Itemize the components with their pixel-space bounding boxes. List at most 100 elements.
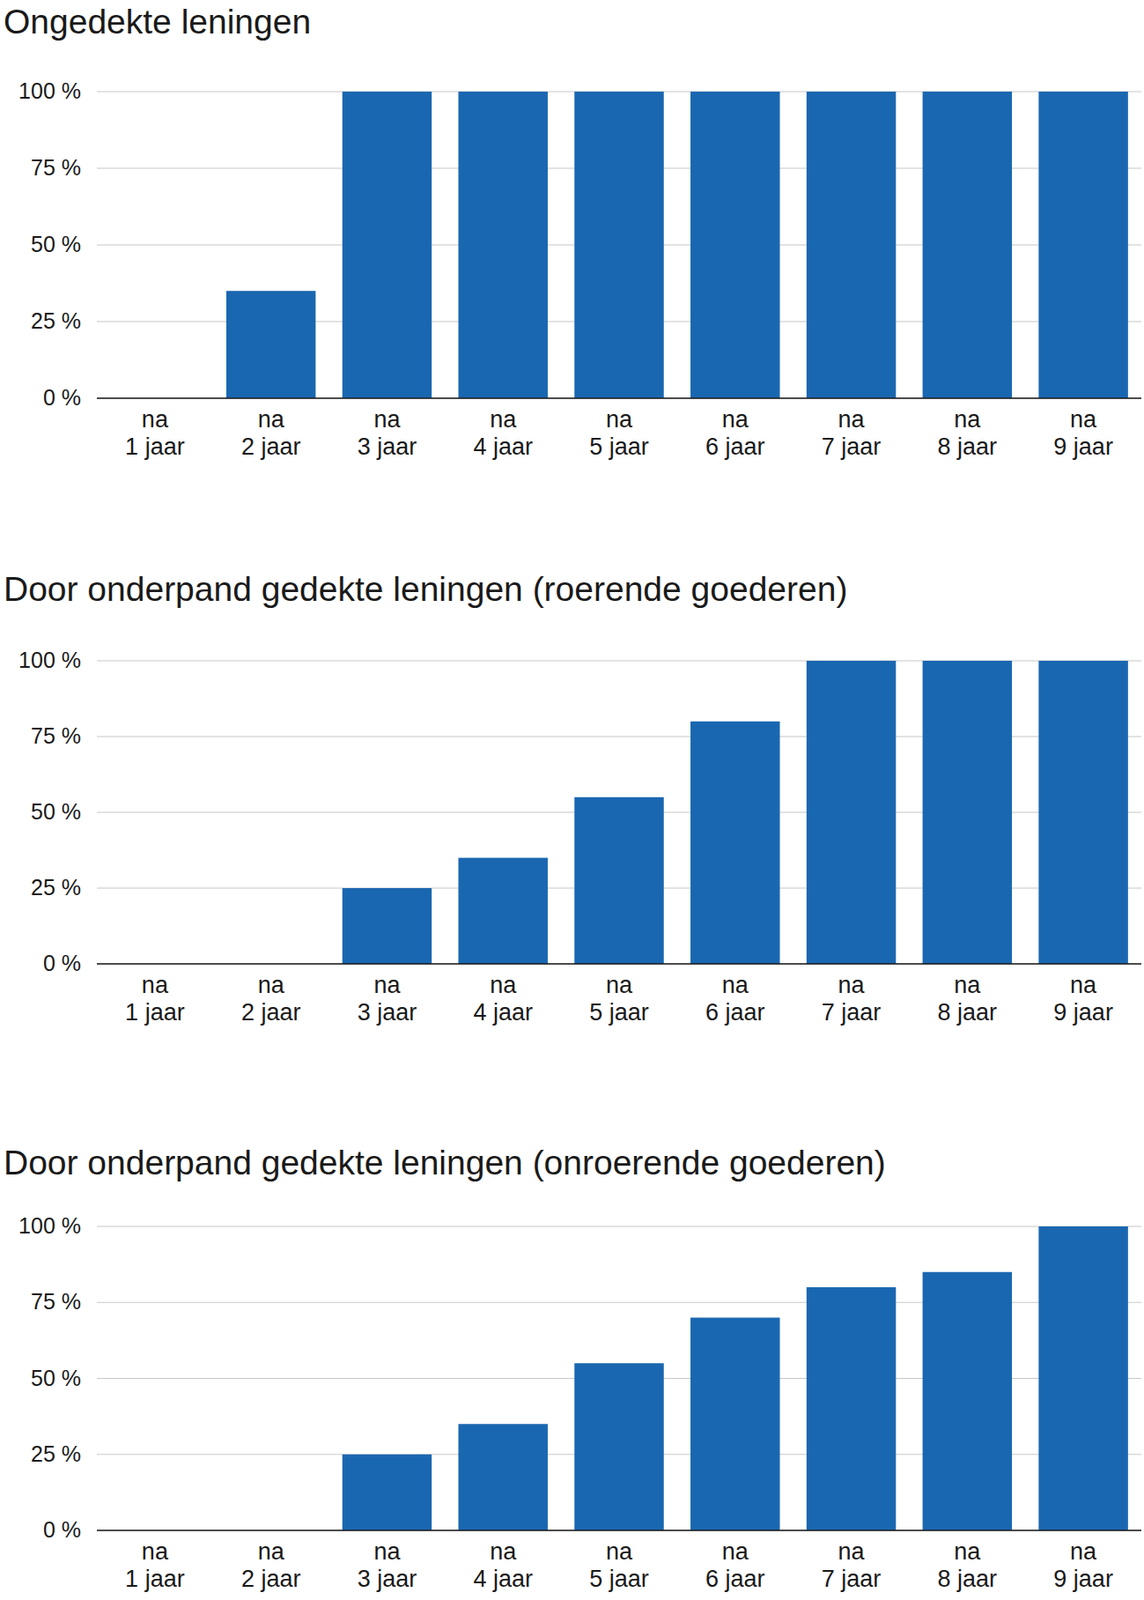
tick-label: 0 % xyxy=(43,950,82,975)
bar xyxy=(806,660,896,964)
category-label-line: na xyxy=(722,405,750,433)
bars xyxy=(342,1225,1129,1530)
category-label: na7 jaar xyxy=(821,1537,882,1592)
category-label-line: na xyxy=(722,1537,750,1565)
category-label-line: 9 jaar xyxy=(1053,433,1114,460)
category-label: na5 jaar xyxy=(589,1537,650,1592)
category-label-line: 8 jaar xyxy=(937,1564,998,1592)
category-label: na5 jaar xyxy=(589,405,650,460)
chart-title: Ongedekte leningen xyxy=(3,2,311,41)
category-label: na3 jaar xyxy=(357,1537,418,1592)
category-label-line: na xyxy=(489,405,517,433)
category-label-line: 7 jaar xyxy=(821,433,882,460)
bar xyxy=(690,721,780,964)
category-label: na1 jaar xyxy=(125,1537,185,1592)
chart-title: Door onderpand gedekte leningen (onroere… xyxy=(3,1143,886,1181)
bar xyxy=(226,290,316,399)
tick-label: 100 % xyxy=(18,1212,82,1238)
chart: Ongedekte leningen0 %25 %50 %75 %100 %na… xyxy=(3,2,1142,460)
tick-label: 25 % xyxy=(30,308,82,333)
category-label: na2 jaar xyxy=(241,1537,302,1592)
bar xyxy=(922,91,1012,399)
bar xyxy=(806,1286,896,1530)
category-label-line: na xyxy=(838,405,866,433)
category-label-line: na xyxy=(373,971,401,998)
category-label: na7 jaar xyxy=(821,971,882,1026)
bar xyxy=(922,660,1012,964)
tick-label: 75 % xyxy=(30,723,82,748)
category-label-line: 2 jaar xyxy=(241,998,302,1026)
bar xyxy=(342,91,432,399)
category-label-line: 9 jaar xyxy=(1053,1564,1114,1592)
category-label-line: 3 jaar xyxy=(357,998,418,1026)
chart: Door onderpand gedekte leningen (roerend… xyxy=(3,569,1142,1026)
tick-label: 100 % xyxy=(18,78,82,104)
bar xyxy=(574,91,664,399)
category-label-line: na xyxy=(489,971,517,998)
category-label-line: na xyxy=(605,1537,634,1565)
category-label-line: 1 jaar xyxy=(125,1564,185,1592)
category-label: na9 jaar xyxy=(1053,1537,1114,1592)
category-label-line: 8 jaar xyxy=(937,433,998,460)
category-label-line: na xyxy=(953,1537,982,1565)
category-label: na1 jaar xyxy=(125,405,185,460)
category-label: na1 jaar xyxy=(125,971,185,1026)
category-label: na2 jaar xyxy=(241,405,302,460)
x-axis-line xyxy=(96,962,1142,965)
bar xyxy=(457,91,547,399)
figure: Ongedekte leningen 0 % 25 % 50 % 75 % 100 % na… xyxy=(0,0,1144,1600)
category-label: na6 jaar xyxy=(705,405,766,460)
category-label-line: 4 jaar xyxy=(472,433,533,460)
category-label: na8 jaar xyxy=(937,405,998,460)
category-label-line: 2 jaar xyxy=(241,433,302,460)
category-label-line: 6 jaar xyxy=(705,998,766,1026)
category-label-line: na xyxy=(605,405,634,433)
category-label-line: 6 jaar xyxy=(705,433,766,460)
category-label-line: na xyxy=(373,405,401,433)
tick-label: 25 % xyxy=(30,874,82,900)
category-label-line: 5 jaar xyxy=(589,433,650,460)
category-label-line: na xyxy=(953,971,982,998)
category-label: na3 jaar xyxy=(357,405,418,460)
tick-label: 75 % xyxy=(30,1288,82,1314)
category-label: na8 jaar xyxy=(937,1537,998,1592)
bar xyxy=(1038,91,1128,399)
category-label: na9 jaar xyxy=(1053,405,1114,460)
category-label-line: na xyxy=(141,1537,170,1565)
category-label-line: 1 jaar xyxy=(125,998,185,1026)
category-label-line: 8 jaar xyxy=(937,998,998,1026)
category-label: na6 jaar xyxy=(705,1537,766,1592)
bars xyxy=(226,91,1129,399)
bar xyxy=(574,1362,664,1530)
category-label-line: na xyxy=(953,405,982,433)
category-label: na5 jaar xyxy=(589,971,650,1026)
category-label-line: na xyxy=(1070,405,1098,433)
category-label-line: na xyxy=(258,971,286,998)
category-label-line: 5 jaar xyxy=(589,1564,650,1592)
chart: Door onderpand gedekte leningen (onroere… xyxy=(3,1143,1142,1592)
category-label-line: 3 jaar xyxy=(357,433,418,460)
category-label-line: 7 jaar xyxy=(821,1564,882,1592)
grid-line xyxy=(96,397,1142,399)
tick-label: 50 % xyxy=(30,231,82,257)
category-label: na2 jaar xyxy=(241,971,302,1026)
bar xyxy=(1038,1225,1128,1530)
tick-label: 25 % xyxy=(30,1440,82,1466)
category-label-line: 4 jaar xyxy=(472,998,533,1026)
bar xyxy=(806,91,896,399)
category-label: na4 jaar xyxy=(472,1537,533,1592)
tick-label: 50 % xyxy=(30,1365,82,1390)
grid-line xyxy=(96,1528,1142,1530)
category-label-line: na xyxy=(258,1537,286,1565)
bar xyxy=(457,857,547,964)
chart-title: Door onderpand gedekte leningen (roerend… xyxy=(3,569,848,608)
category-label: na7 jaar xyxy=(821,405,882,460)
category-label: na4 jaar xyxy=(472,971,533,1026)
grid-line xyxy=(96,1225,1142,1226)
category-label-line: na xyxy=(1070,971,1098,998)
category-label: na4 jaar xyxy=(472,405,533,460)
tick-label: 0 % xyxy=(43,384,82,410)
bar xyxy=(342,887,432,964)
category-label-line: na xyxy=(489,1537,517,1565)
bars xyxy=(342,660,1129,964)
